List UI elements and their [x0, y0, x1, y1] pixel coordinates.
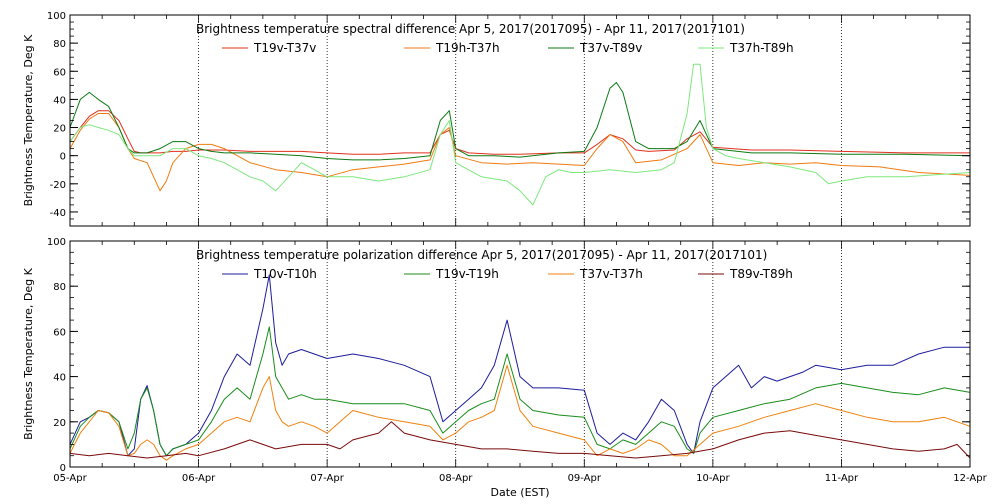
legend-entry: T37h-T89h: [729, 41, 794, 55]
x-tick-label: 08-Apr: [439, 473, 473, 484]
legend-entry: T37v-T89v: [579, 41, 642, 55]
series-line-T19v-T37v: [69, 110, 970, 155]
y-tick-label: 0: [60, 152, 66, 163]
series-line-T37v-T89v: [69, 82, 971, 161]
series-line-T89v-T89h: [69, 421, 971, 459]
series-line-T19v-T19h: [69, 326, 971, 457]
plot-frame: [69, 14, 971, 227]
series-line-T37h-T89h: [69, 63, 971, 206]
x-tick-label: 06-Apr: [182, 473, 216, 484]
y-tick-label: 20: [53, 418, 66, 429]
y-tick-label: 60: [53, 327, 66, 338]
x-tick-label: 10-Apr: [696, 473, 730, 484]
y-tick-label: 40: [53, 373, 66, 384]
legend-entry: T89v-T89h: [729, 267, 793, 281]
plot-frame: [69, 240, 971, 468]
y-axis-title: Brightness Temperature, Deg K: [22, 34, 35, 206]
x-tick-label: 12-Apr: [953, 473, 987, 484]
y-tick-label: 80: [53, 282, 66, 293]
y-tick-label: -20: [50, 180, 66, 191]
x-tick-label: 05-Apr: [53, 473, 87, 484]
y-axis-title: Brightness Temperature, Deg K: [22, 267, 35, 439]
legend-entry: T10v-T10h: [253, 267, 317, 281]
legend-entry: T19v-T37v: [253, 41, 316, 55]
y-tick-label: 80: [53, 39, 66, 50]
series-line-T19h-T37h: [69, 113, 971, 192]
y-tick-label: 40: [53, 95, 66, 106]
x-tick-label: 09-Apr: [568, 473, 602, 484]
x-tick-label: 07-Apr: [310, 473, 344, 484]
y-tick-label: 0: [60, 463, 66, 474]
chart-title: Brightness temperature spectral differen…: [196, 22, 745, 36]
series-line-T37v-T37h: [69, 364, 971, 461]
x-axis-title: Date (EST): [490, 486, 549, 499]
y-tick-label: 100: [47, 11, 66, 22]
x-tick-label: 11-Apr: [825, 473, 859, 484]
chart-title: Brightness temperature polarization diff…: [196, 248, 767, 262]
y-tick-label: 60: [53, 67, 66, 78]
series-line-T10v-T10h: [69, 274, 970, 457]
y-tick-label: 20: [53, 124, 66, 135]
legend-entry: T37v-T37h: [579, 267, 643, 281]
legend-entry: T19h-T37h: [435, 41, 500, 55]
legend-entry: T19v-T19h: [435, 267, 499, 281]
y-tick-label: -40: [50, 208, 66, 219]
y-tick-label: 100: [47, 237, 66, 248]
